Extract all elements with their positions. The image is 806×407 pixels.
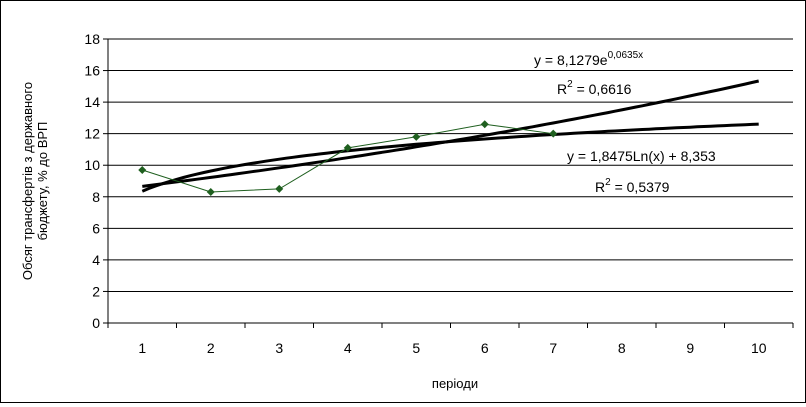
- y-tick-label: 18: [84, 31, 100, 47]
- y-tick-label: 10: [84, 157, 100, 173]
- y-tick-label: 16: [84, 63, 100, 79]
- y-tick-label: 8: [92, 189, 100, 205]
- y-tick-label: 2: [92, 283, 100, 299]
- x-tick-label: 1: [138, 340, 146, 356]
- exp-trend-r2-value: = 0,6616: [573, 81, 632, 97]
- x-tick-labels: 1 2 3 4 5 6 7 8 9 10: [138, 340, 766, 356]
- log-trend-r2: R2 = 0,5379: [595, 177, 670, 195]
- exp-trend-equation-exponent: 0,0635x: [608, 50, 644, 61]
- data-point-marker: [275, 184, 284, 193]
- axes: [103, 38, 794, 328]
- log-trend-r2-sup: 2: [605, 177, 611, 188]
- data-point-marker: [343, 143, 352, 152]
- exp-trend-r2-base: R: [557, 81, 567, 97]
- x-tick-label: 4: [344, 340, 352, 356]
- data-point-marker: [549, 129, 558, 138]
- x-tick-label: 10: [751, 340, 767, 356]
- x-axis-label: періоди: [432, 376, 478, 391]
- data-point-marker: [206, 188, 215, 197]
- trend-lines: [141, 79, 760, 193]
- y-tick-label: 0: [92, 315, 100, 331]
- data-point-marker: [480, 120, 489, 129]
- y-tick-label: 6: [92, 220, 100, 236]
- x-tick-label: 7: [549, 340, 557, 356]
- y-axis-label: Обсяг трансфертів з державногобюджету, %…: [20, 82, 50, 280]
- exp-trend-equation: y = 8,1279e0,0635x: [534, 50, 643, 68]
- x-tick-label: 3: [275, 340, 283, 356]
- data-series: [138, 120, 558, 197]
- y-tick-label: 14: [84, 94, 100, 110]
- exp-trend-r2: R2 = 0,6616: [557, 79, 632, 97]
- x-tick-label: 8: [618, 340, 626, 356]
- grid-lines: [108, 38, 793, 292]
- exp-trend-r2-sup: 2: [567, 79, 573, 90]
- x-tick-label: 5: [412, 340, 420, 356]
- y-tick-labels: 0 2 4 6 8 10 12 14 16 18: [84, 31, 100, 331]
- x-tick-label: 6: [481, 340, 489, 356]
- logarithmic-trend-line: [141, 122, 759, 193]
- log-trend-r2-value: = 0,5379: [611, 179, 670, 195]
- exp-trend-equation-main: y = 8,1279e: [534, 52, 608, 68]
- x-tick-label: 9: [686, 340, 694, 356]
- log-trend-r2-base: R: [595, 179, 605, 195]
- y-axis-label-group: Обсяг трансфертів з державногобюджету, %…: [20, 82, 50, 280]
- y-tick-label: 12: [84, 126, 100, 142]
- y-tick-label: 4: [92, 252, 100, 268]
- log-trend-equation: y = 1,8475Ln(x) + 8,353: [567, 148, 716, 164]
- data-point-marker: [138, 165, 147, 174]
- data-point-marker: [412, 132, 421, 141]
- x-tick-label: 2: [207, 340, 215, 356]
